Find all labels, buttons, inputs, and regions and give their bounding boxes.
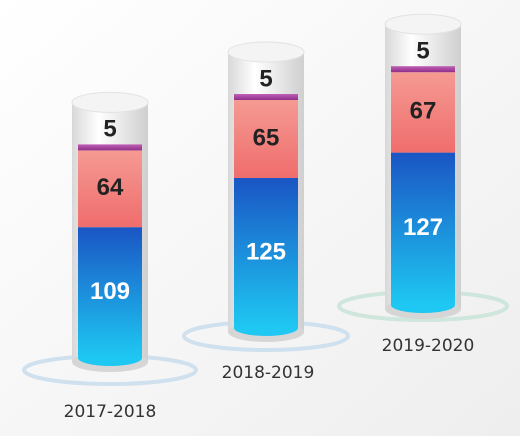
bar-segment: [234, 94, 298, 100]
value-label: 5: [259, 65, 272, 92]
value-label: 109: [90, 278, 130, 305]
cylinder-shell-top: [384, 13, 462, 35]
value-label: 5: [103, 116, 116, 143]
bar-segment: [234, 178, 298, 328]
bar-segment: [391, 152, 455, 305]
x-tick-label: 2017-2018: [64, 402, 157, 422]
bar-segment: [391, 72, 455, 153]
bar-segment: [234, 100, 298, 178]
x-tick-label: 2018-2019: [222, 363, 315, 383]
value-label: 125: [246, 238, 286, 265]
value-label: 64: [97, 174, 124, 201]
value-label: 67: [410, 98, 437, 125]
value-label: 127: [403, 214, 443, 241]
bar-segment: [391, 66, 455, 73]
bar-segment: [78, 227, 142, 358]
x-tick-label: 2019-2020: [382, 336, 475, 356]
cylinder-shell-top: [227, 41, 305, 63]
bar-segment: [78, 144, 142, 151]
bar-segment: [78, 150, 142, 228]
value-label: 65: [253, 124, 280, 151]
cylinder-shell-top: [71, 91, 149, 113]
value-label: 5: [416, 38, 429, 65]
